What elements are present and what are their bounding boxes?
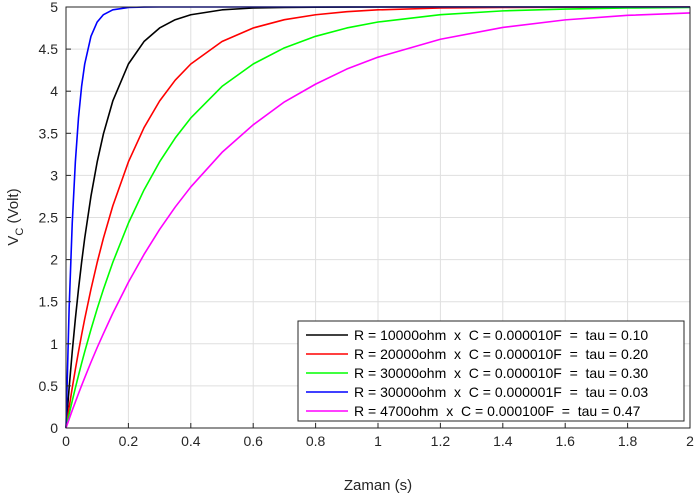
x-tick-label: 0.6 [243,433,263,449]
x-axis: 0 0.2 0.4 0.6 0.8 1 1.2 1.4 1.6 1.8 2 [62,423,694,449]
x-tick-label: 0.4 [181,433,201,449]
x-axis-label: Zaman (s) [344,477,412,494]
y-tick-label: 0 [50,420,58,436]
legend-label-4: R = 30000ohm x C = 0.000001F = tau = 0.0… [354,384,648,400]
y-tick-label: 0.5 [39,378,59,394]
series-line-3 [65,6,691,429]
y-tick-label: 2.5 [39,210,59,226]
y-axis-label-main: V [5,236,22,246]
legend-label-1: R = 10000ohm x C = 0.000010F = tau = 0.1… [354,327,648,343]
legend-box [297,320,685,422]
y-tick-label: 4.5 [39,41,59,57]
y-axis-label: VC (Volt) [5,188,26,245]
x-tick-label: 0 [62,433,70,449]
y-axis: 0 0.5 1 1.5 2 2.5 3 3.5 4 4.5 5 [39,0,71,436]
series-line-2 [65,6,691,429]
x-tick-label: 1.4 [493,433,513,449]
legend-label-5: R = 4700ohm x C = 0.000100F = tau = 0.47 [354,403,641,419]
y-tick-label: 1.5 [39,294,59,310]
x-tick-label: 1.8 [618,433,638,449]
x-tick-label: 1.6 [555,433,575,449]
legend-label-2: R = 20000ohm x C = 0.000010F = tau = 0.2… [354,346,648,362]
y-axis-label-unit: (Volt) [5,188,22,227]
legend-label-3: R = 30000ohm x C = 0.000010F = tau = 0.3… [354,365,648,381]
y-axis-label-subscript: C [14,228,26,236]
legend: R = 10000ohm x C = 0.000010F = tau = 0.1… [297,320,685,422]
y-tick-label: 4 [50,83,58,99]
x-tick-label: 0.8 [306,433,326,449]
x-tick-label: 1 [374,433,382,449]
y-tick-label: 2 [50,252,58,268]
y-tick-label: 1 [50,336,58,352]
y-tick-label: 3 [50,167,58,183]
y-tick-label: 3.5 [39,125,59,141]
x-tick-label: 1.2 [431,433,451,449]
x-tick-label: 0.2 [119,433,139,449]
x-tick-label: 2 [686,433,694,449]
series-line-5 [65,12,691,429]
y-tick-label: 5 [50,0,58,15]
